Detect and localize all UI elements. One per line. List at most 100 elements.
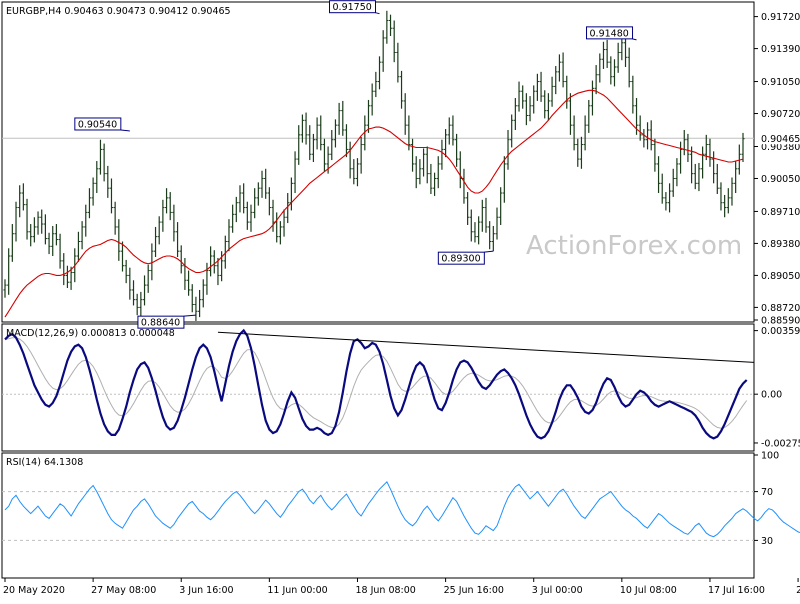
price-bar — [7, 248, 11, 295]
price-bar — [410, 138, 415, 172]
price-bar — [337, 102, 341, 135]
price-bar — [264, 168, 268, 199]
price-bar — [197, 289, 202, 318]
price-bar — [348, 141, 352, 179]
annotation-label: 0.90540 — [78, 119, 117, 130]
price-tick-label: 0.89380 — [761, 239, 800, 250]
time-axis: 20 May 2020 27 May 08:00 3 Jun 16:00 11 Jun… — [3, 578, 800, 596]
price-bar — [359, 136, 363, 174]
annotation-leader — [183, 314, 196, 317]
price-bar — [212, 250, 216, 274]
rsi-tick-label: 100 — [761, 451, 779, 462]
price-tick-label: 0.91390 — [761, 44, 800, 55]
price-bar — [330, 130, 334, 161]
time-tick-label: 3 Jun 16:00 — [179, 585, 233, 596]
price-bar — [366, 99, 371, 133]
price-bar — [388, 14, 393, 36]
price-bar — [234, 196, 238, 223]
price-annotation: 0.90540 — [74, 117, 130, 132]
price-bar — [36, 211, 40, 235]
price-bar — [715, 163, 719, 194]
price-bar — [594, 65, 598, 95]
price-bar — [352, 159, 356, 185]
price-panel-frame — [1, 1, 755, 323]
price-bar — [550, 76, 554, 107]
price-bar — [385, 10, 389, 44]
price-bar — [14, 201, 18, 242]
price-bar — [546, 93, 551, 121]
annotation-box — [586, 26, 634, 40]
price-bar — [142, 275, 147, 306]
price-bar — [381, 30, 385, 72]
price-bar — [510, 114, 514, 148]
price-bar — [660, 173, 664, 204]
price-tick-label: 0.89050 — [761, 271, 800, 282]
price-bar — [363, 115, 367, 151]
price-bar — [267, 187, 271, 216]
price-bar — [227, 219, 231, 252]
price-bar — [605, 39, 609, 68]
price-bar — [190, 284, 194, 313]
price-bar — [194, 296, 198, 321]
price-bar — [645, 122, 650, 150]
price-bar — [109, 178, 114, 214]
price-bar — [278, 221, 282, 245]
price-bar — [557, 54, 562, 82]
macd-tick-label: 0.00 — [761, 390, 782, 401]
price-bar — [528, 96, 532, 122]
price-annotation: 0.91480 — [586, 26, 637, 41]
price-bar — [175, 222, 180, 257]
price-bar — [102, 143, 106, 182]
price-bar — [499, 187, 503, 226]
price-bar — [590, 80, 595, 116]
price-bar — [84, 204, 88, 237]
price-bar — [543, 90, 547, 119]
macd-trendline — [217, 331, 755, 363]
price-bar — [443, 129, 448, 158]
price-bar — [418, 159, 422, 185]
price-bar — [344, 124, 349, 158]
price-bar — [51, 225, 55, 257]
annotation-leader — [375, 12, 380, 15]
price-bar — [421, 148, 426, 177]
price-bar — [117, 219, 121, 261]
price-bar — [106, 165, 110, 198]
price-bar — [98, 139, 103, 175]
price-bar — [440, 139, 444, 170]
price-bar — [403, 93, 407, 135]
price-tick-label: 0.90720 — [761, 109, 800, 120]
price-bar — [712, 151, 716, 184]
price-bar — [521, 85, 525, 109]
symbol-header: EURGBP,H4 0.90463 0.90473 0.90412 0.9046… — [6, 6, 231, 17]
price-axis: 0.91720 0.91390 0.91050 0.90720 0.90380 0.900… — [754, 12, 800, 327]
rsi-label: RSI(14) 64.1308 — [6, 457, 83, 468]
price-bar — [488, 221, 492, 250]
price-bar — [477, 216, 481, 245]
price-bar — [157, 216, 161, 245]
macd-label: MACD(12,26,9) 0.000813 0.000048 — [6, 328, 175, 339]
price-bar — [686, 133, 690, 162]
price-bar — [95, 161, 99, 194]
price-bar — [598, 53, 602, 83]
price-bar — [223, 235, 227, 269]
price-bar — [392, 20, 396, 63]
price-bar — [311, 133, 316, 162]
price-bar — [466, 192, 470, 226]
annotation-label: 0.88640 — [141, 318, 180, 329]
price-bar — [583, 115, 587, 151]
price-bar — [631, 75, 635, 114]
price-bar — [245, 201, 249, 230]
price-bar — [65, 265, 70, 289]
time-tick-label: 25 Jun 16:00 — [444, 585, 504, 596]
price-bar — [638, 115, 642, 141]
price-bar — [579, 136, 584, 169]
price-bar — [656, 156, 661, 194]
price-bar — [708, 138, 712, 167]
price-bar — [47, 232, 51, 255]
price-bar — [576, 138, 580, 167]
price-bar — [587, 99, 591, 133]
price-bar — [43, 214, 47, 245]
price-bar — [469, 209, 473, 242]
price-bar — [568, 93, 573, 135]
price-bar — [135, 293, 139, 316]
